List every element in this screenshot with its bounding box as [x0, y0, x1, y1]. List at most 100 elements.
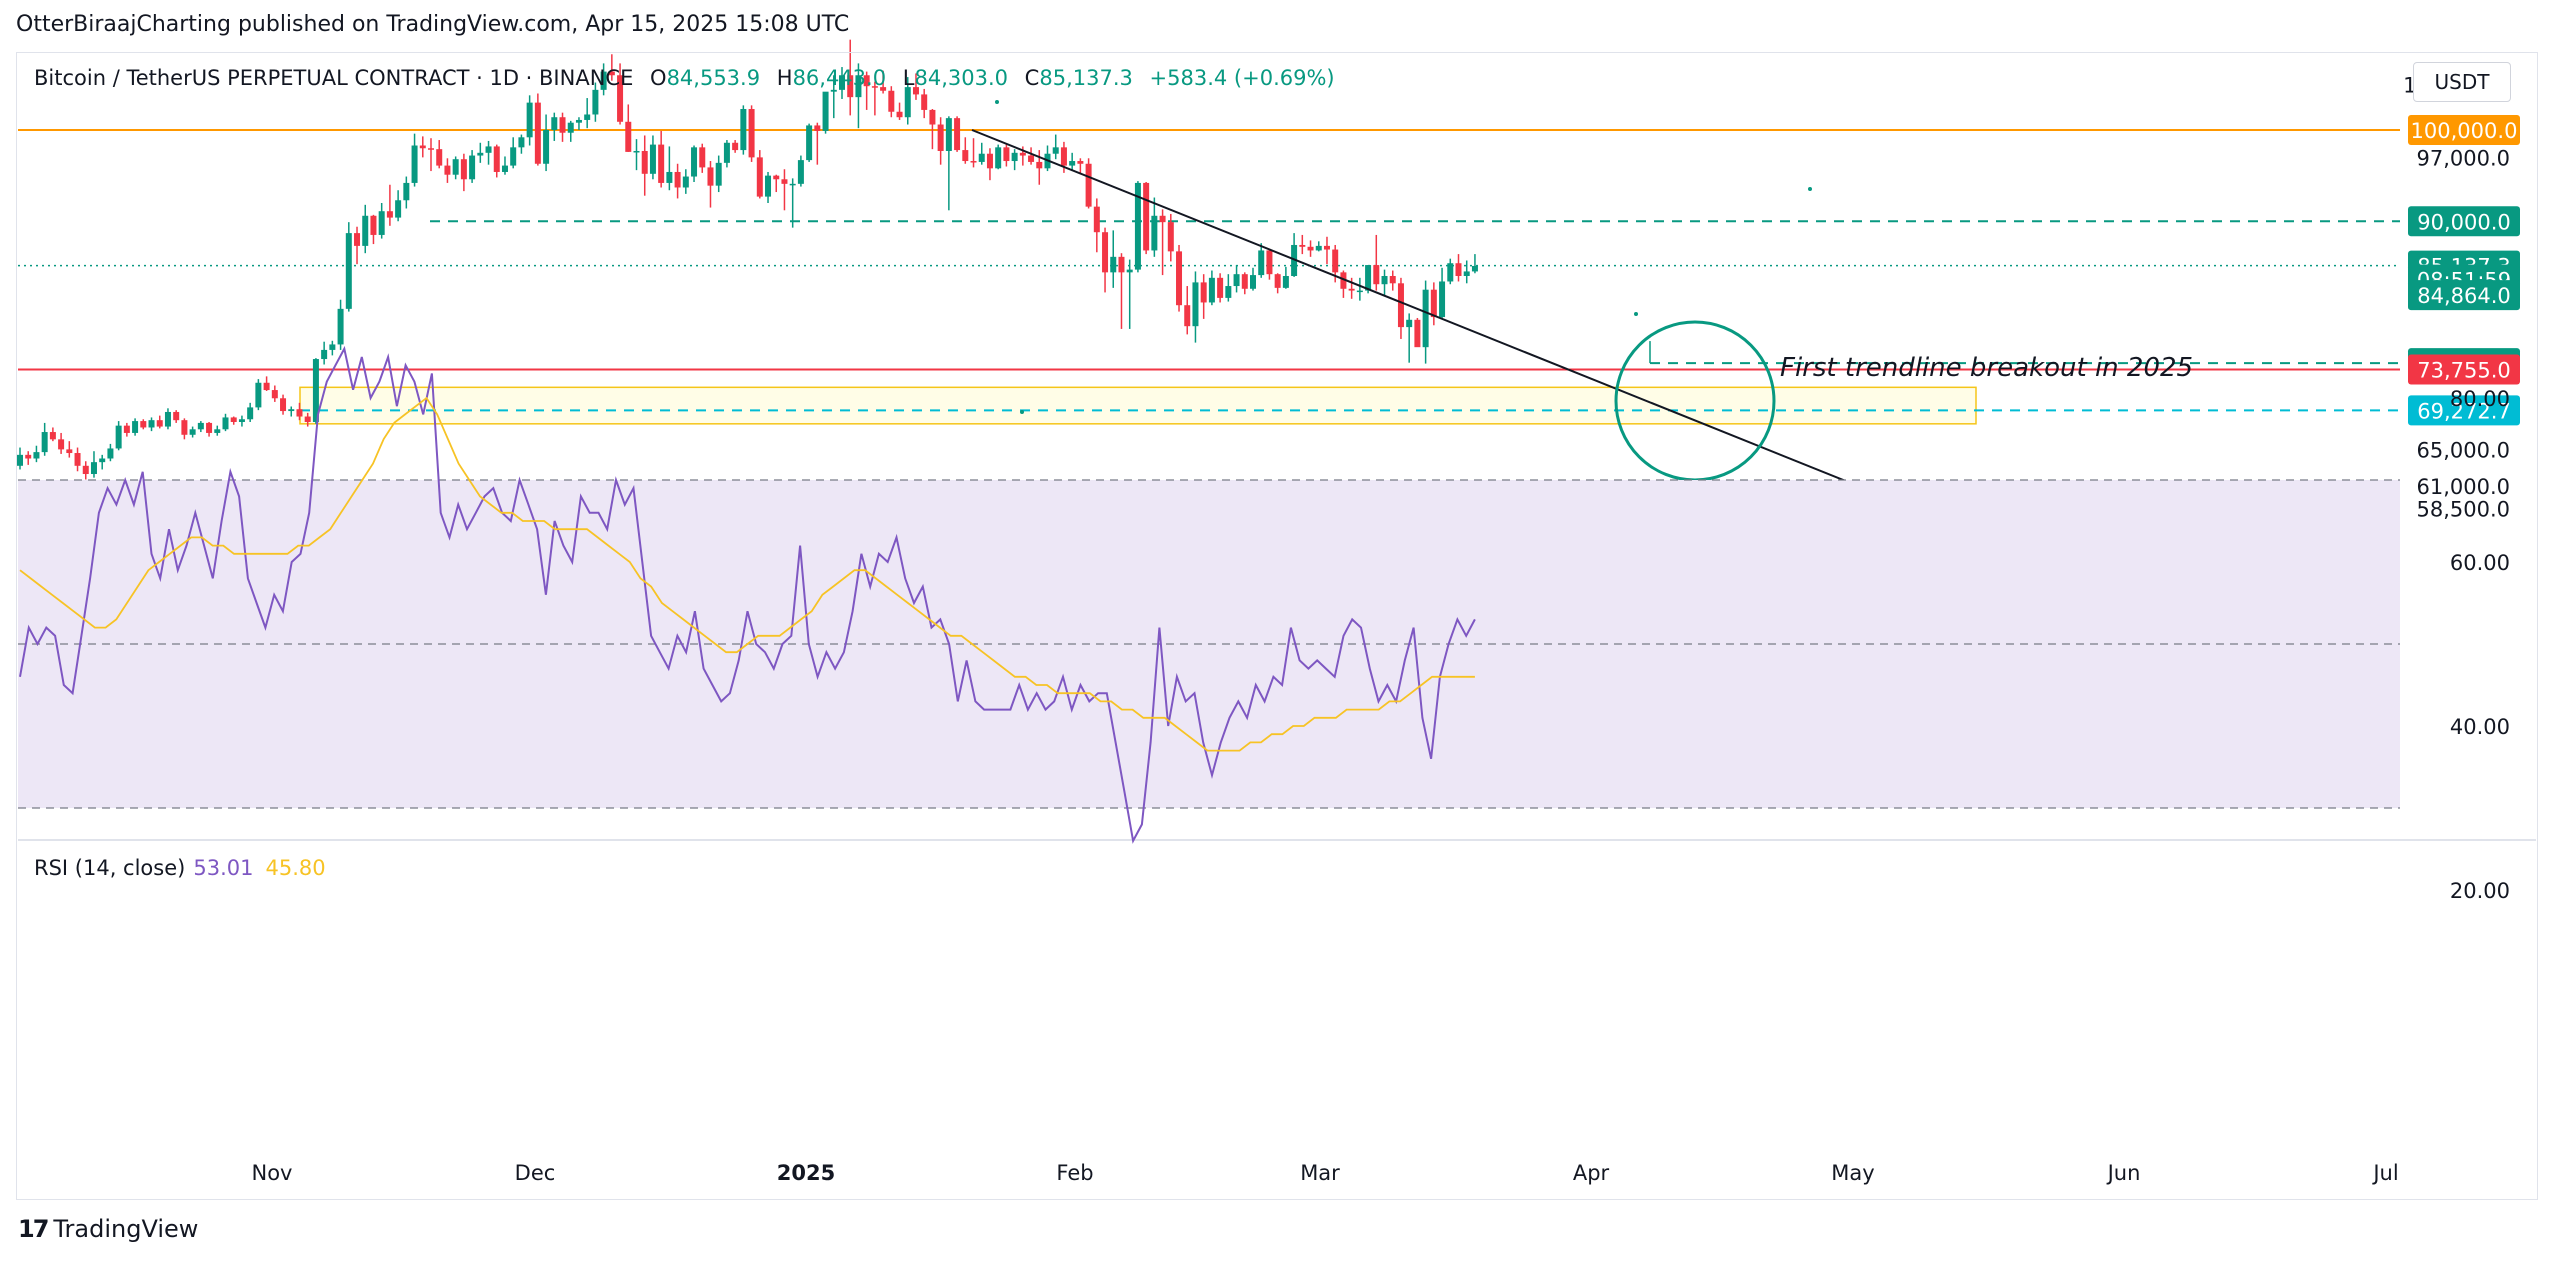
- candle-body: [995, 147, 1002, 169]
- candle-body: [140, 421, 147, 428]
- candle-body: [1307, 246, 1314, 251]
- candle-body: [682, 176, 689, 188]
- candle-body: [1323, 245, 1330, 250]
- candle-body: [230, 417, 237, 422]
- rsi-axis-tick: 20.00: [2450, 879, 2510, 903]
- candle-body: [567, 122, 574, 133]
- candle-body: [625, 121, 632, 152]
- candle-body: [617, 75, 624, 122]
- candle-body: [1397, 283, 1404, 328]
- candle-body: [419, 145, 426, 149]
- candle-body: [214, 429, 221, 433]
- candle-body: [707, 167, 714, 186]
- candle-body: [592, 89, 599, 115]
- rsi-axis-tick: 40.00: [2450, 715, 2510, 739]
- rsi-line: [19, 345, 1476, 844]
- candle-body: [937, 124, 944, 151]
- candle-body: [452, 159, 459, 175]
- price-label-text: 84,864.0: [2417, 284, 2511, 308]
- candle-body: [1356, 290, 1363, 293]
- candle-body: [1093, 206, 1100, 233]
- candle-body: [986, 153, 993, 169]
- rsi-indicator-label[interactable]: RSI (14, close): [34, 856, 186, 880]
- time-axis-tick: 2025: [777, 1161, 835, 1185]
- candle-body: [1003, 147, 1010, 162]
- candle-body: [756, 157, 763, 197]
- candle-body: [386, 211, 393, 218]
- candle-body: [1184, 305, 1191, 327]
- candle-body: [1348, 288, 1355, 291]
- candle-body: [493, 146, 500, 172]
- candle-body: [132, 421, 139, 433]
- candle-body: [238, 419, 245, 422]
- candle-body: [880, 87, 887, 91]
- marker-dot: [995, 100, 999, 104]
- candle-body: [123, 425, 130, 433]
- candle-body: [806, 125, 813, 161]
- marker-dot: [1020, 410, 1024, 414]
- candle-body: [674, 171, 681, 188]
- candle-body: [1011, 152, 1018, 162]
- candle-body: [847, 75, 854, 98]
- candle-body: [370, 215, 377, 235]
- candle-body: [543, 130, 550, 164]
- candle-body: [1299, 244, 1306, 247]
- candle-body: [1225, 286, 1232, 298]
- marker-dot: [1808, 187, 1812, 191]
- candle-body: [164, 411, 171, 427]
- currency-button[interactable]: USDT: [2413, 62, 2511, 102]
- candle-body: [1233, 274, 1240, 287]
- candle-body: [1406, 319, 1413, 328]
- symbol-name[interactable]: Bitcoin / TetherUS PERPETUAL CONTRACT · …: [34, 66, 634, 90]
- candle-body: [1241, 274, 1248, 289]
- candle-body: [173, 411, 180, 421]
- demand-zone-rect: [299, 386, 1977, 425]
- candle-body: [1332, 249, 1339, 273]
- tradingview-logo-icon: 17: [18, 1215, 49, 1243]
- candle-body: [206, 422, 213, 433]
- price-label-text: 73,755.0: [2417, 358, 2511, 382]
- candle-body: [1192, 282, 1199, 327]
- candle-body: [1019, 152, 1026, 156]
- candle-body: [912, 87, 919, 95]
- candle-body: [197, 422, 204, 430]
- candle-body: [1381, 276, 1388, 285]
- candle-body: [1422, 289, 1429, 348]
- candle-body: [1060, 147, 1067, 166]
- low-value: 84,303.0: [914, 66, 1008, 90]
- candle-body: [1069, 161, 1076, 166]
- price-label-box: [2408, 115, 2520, 145]
- candle-body: [526, 102, 533, 138]
- rsi-legend: RSI (14, close) 53.01 45.80: [34, 856, 326, 880]
- candle-body: [33, 452, 40, 459]
- candle-body: [1414, 319, 1421, 348]
- tradingview-logo[interactable]: 17 TradingView: [18, 1215, 198, 1243]
- rsi-axis-tick: 80.00: [2450, 387, 2510, 411]
- candle-body: [271, 390, 278, 399]
- candle-body: [600, 71, 607, 90]
- candle-body: [321, 349, 328, 360]
- candle-body: [428, 148, 434, 150]
- candle-body: [1110, 256, 1117, 273]
- candle-body: [49, 432, 56, 440]
- candle-body: [395, 200, 402, 218]
- candle-body: [1365, 265, 1372, 291]
- candle-body: [608, 71, 615, 76]
- rsi-value: 53.01: [193, 856, 254, 880]
- time-axis-tick: Dec: [515, 1161, 556, 1185]
- candle-body: [666, 171, 673, 183]
- candle-body: [362, 215, 369, 246]
- candle-body: [649, 144, 656, 174]
- candle-body: [740, 109, 747, 151]
- candle-body: [789, 183, 796, 186]
- candle-body: [929, 109, 936, 125]
- candle-body: [378, 211, 385, 235]
- price-label-box: [2408, 354, 2520, 385]
- candle-body: [263, 382, 270, 391]
- chart-frame: [16, 52, 2538, 1200]
- candle-body: [90, 462, 97, 475]
- annotation-breakout: First trendline breakout in 2025: [1780, 353, 2193, 383]
- candle-body: [1134, 182, 1141, 270]
- candle-body: [1036, 161, 1043, 169]
- time-axis-tick: Jul: [2371, 1161, 2398, 1185]
